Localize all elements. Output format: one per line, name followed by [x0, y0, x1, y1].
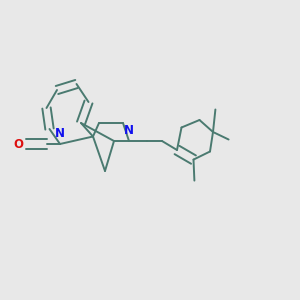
Text: O: O — [13, 137, 23, 151]
Text: N: N — [55, 128, 65, 140]
Text: N: N — [124, 124, 134, 137]
